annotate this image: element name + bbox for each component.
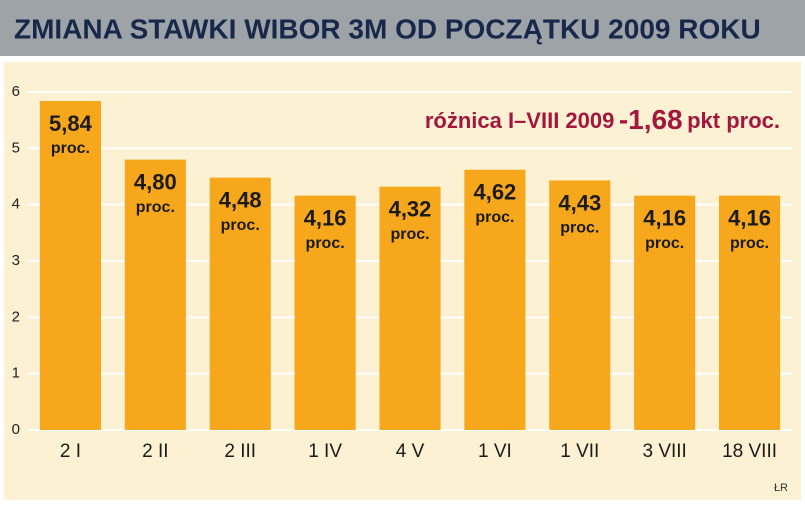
value-unit: proc. (51, 140, 90, 157)
bar (634, 195, 696, 430)
value-label: 5,84 (49, 111, 93, 136)
x-tick-label: 2 II (142, 441, 168, 462)
x-tick-label: 2 I (60, 441, 81, 462)
value-label: 4,43 (558, 190, 601, 215)
value-label: 4,80 (134, 169, 177, 194)
x-tick-label: 3 VIII (642, 441, 686, 462)
annotation: różnica I–VIII 2009 -1,68 pkt proc. (425, 104, 780, 135)
value-unit: proc. (221, 217, 260, 234)
value-label: 4,48 (219, 187, 262, 212)
value-unit: proc. (475, 209, 514, 226)
value-label: 4,62 (473, 180, 516, 205)
x-tick-label: 4 V (396, 441, 425, 462)
value-unit: proc. (390, 226, 429, 243)
x-tick-label: 2 III (224, 441, 256, 462)
value-label: 4,32 (389, 196, 432, 221)
y-tick-label: 5 (12, 139, 20, 156)
bar (718, 195, 781, 430)
y-tick-label: 1 (12, 365, 20, 382)
y-tick-label: 4 (12, 196, 20, 213)
bar (39, 101, 102, 430)
value-label: 4,16 (643, 205, 686, 230)
x-tick-label: 1 VII (560, 441, 599, 462)
bar (294, 195, 356, 430)
x-tick-label: 18 VIII (722, 441, 777, 462)
y-tick-label: 6 (12, 83, 20, 100)
source: ŁR (774, 482, 788, 494)
value-unit: proc. (306, 235, 345, 252)
y-tick-label: 3 (12, 252, 20, 269)
title-bar (0, 0, 805, 56)
bar (464, 169, 526, 431)
value-unit: proc. (730, 235, 769, 252)
value-label: 4,16 (728, 205, 771, 230)
annotation-value: -1,68 (619, 104, 683, 135)
value-unit: proc. (645, 235, 684, 252)
value-label: 4,16 (304, 205, 347, 230)
chart-title: ZMIANA STAWKI WIBOR 3M OD POCZĄTKU 2009 … (14, 13, 761, 44)
bar (549, 180, 611, 430)
value-unit: proc. (560, 220, 599, 237)
bar (209, 177, 271, 430)
y-tick-label: 0 (12, 421, 20, 438)
value-unit: proc. (136, 199, 175, 216)
x-tick-label: 1 IV (308, 441, 342, 462)
bar (379, 186, 441, 430)
x-tick-label: 1 VI (478, 441, 512, 462)
annotation-unit: pkt proc. (687, 108, 780, 133)
bar (124, 159, 186, 430)
y-tick-label: 2 (12, 308, 20, 325)
annotation-text: różnica I–VIII 2009 (425, 108, 615, 133)
